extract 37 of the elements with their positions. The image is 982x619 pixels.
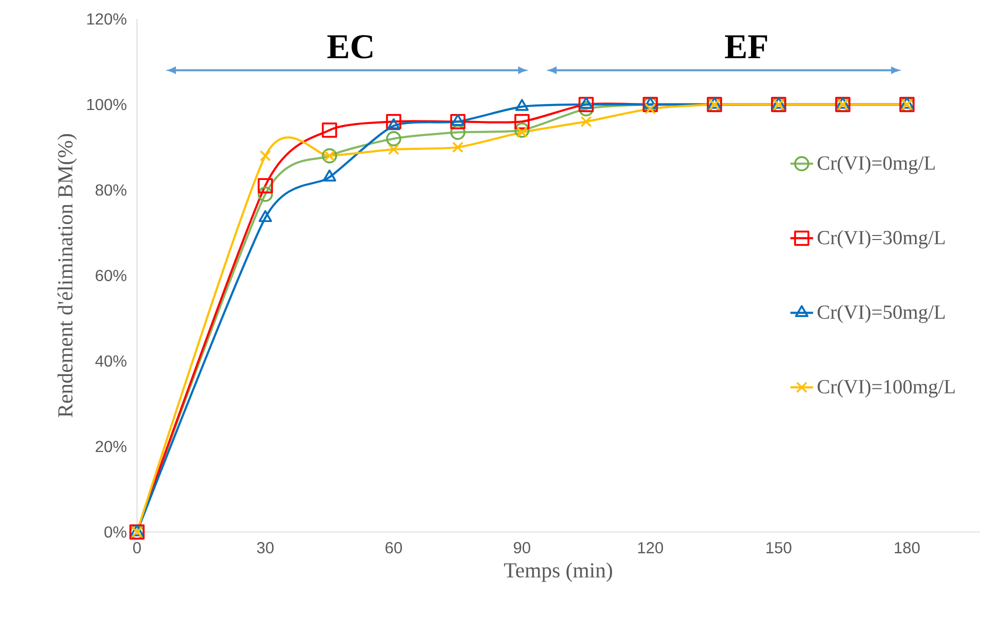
x-tick-label: 90 bbox=[514, 542, 530, 554]
x-tick-label: 30 bbox=[257, 542, 274, 554]
point bbox=[580, 116, 592, 128]
annotation: EC bbox=[327, 35, 372, 58]
legend-label: Cr(VI)=50mg/L bbox=[818, 304, 945, 324]
y-axis-title: Rendement d'élimination BM(%) bbox=[58, 134, 77, 418]
legend-label: Cr(VI)=0mg/L bbox=[818, 156, 935, 174]
y-tick-label: 100% bbox=[87, 98, 126, 110]
x-tick-label: 60 bbox=[386, 542, 402, 554]
legend-label: Cr(VI)=100mg/L bbox=[818, 379, 955, 398]
point bbox=[450, 114, 466, 130]
y-tick-label: 120% bbox=[87, 13, 126, 25]
point bbox=[260, 150, 271, 162]
point bbox=[258, 210, 272, 222]
point bbox=[450, 124, 466, 140]
point bbox=[514, 122, 530, 138]
x-tick-label: 120 bbox=[638, 542, 664, 554]
x-tick-label: 150 bbox=[766, 542, 792, 554]
point bbox=[258, 186, 273, 202]
point bbox=[386, 114, 402, 130]
point bbox=[514, 114, 530, 130]
point bbox=[452, 142, 464, 153]
point bbox=[578, 96, 594, 112]
x-tick-label: 0 bbox=[133, 542, 141, 554]
point bbox=[322, 122, 338, 138]
point bbox=[388, 144, 400, 156]
annotation: EF bbox=[724, 35, 768, 58]
point bbox=[386, 131, 402, 146]
x-axis-title: Temps (min) bbox=[504, 562, 612, 582]
legend-label: Cr(VI)=30mg/L bbox=[818, 230, 945, 248]
y-tick-label: 0% bbox=[104, 526, 126, 538]
y-tick-label: 40% bbox=[95, 355, 126, 367]
point bbox=[258, 178, 273, 194]
y-tick-label: 20% bbox=[96, 440, 126, 452]
y-tick-label: 80% bbox=[96, 184, 126, 196]
x-tick-label: 180 bbox=[894, 542, 920, 554]
y-tick-label: 60% bbox=[96, 270, 126, 282]
